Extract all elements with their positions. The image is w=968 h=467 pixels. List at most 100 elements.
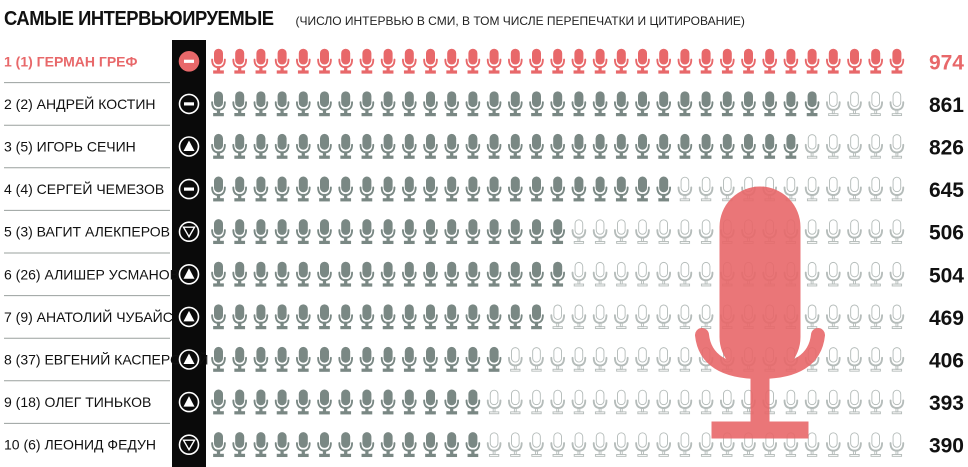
microphone-icon (338, 431, 354, 458)
value-label: 393 (929, 392, 964, 415)
microphone-icon (295, 431, 311, 458)
microphone-icon (550, 346, 566, 373)
microphone-icon (253, 91, 269, 117)
microphone-icon (317, 91, 332, 117)
microphone-icon (507, 389, 523, 415)
microphone-icon (804, 304, 820, 330)
microphone-icon (274, 176, 290, 202)
microphone-icon (635, 304, 650, 330)
microphone-icon (423, 346, 438, 373)
microphone-icon (380, 176, 396, 202)
microphone-icon (444, 346, 460, 373)
microphone-icon (529, 304, 544, 330)
microphone-icon (507, 218, 523, 245)
microphone-icon (635, 218, 650, 245)
microphone-icon (677, 133, 693, 160)
microphone-icon (550, 176, 566, 202)
microphone-icon (825, 304, 841, 330)
microphone-icon (253, 346, 269, 373)
microphone-icon (295, 91, 311, 117)
value-label: 861 (929, 94, 964, 117)
microphone-icon (592, 133, 608, 160)
microphone-icon (507, 91, 523, 117)
microphone-icon (232, 346, 248, 373)
microphone-icon (613, 176, 629, 202)
microphone-icon (359, 48, 375, 74)
microphone-icon (359, 304, 375, 330)
microphone-icon (232, 431, 248, 458)
microphone-icon (274, 133, 290, 160)
microphone-icon (762, 91, 778, 117)
microphone-icon (423, 218, 438, 245)
microphone-icon (529, 48, 544, 74)
trend-same-icon (178, 178, 200, 200)
microphone-icon (592, 389, 608, 415)
microphone-icon (338, 48, 354, 74)
microphone-icon (804, 261, 820, 287)
microphone-icon (571, 261, 587, 287)
microphone-icon (444, 91, 460, 117)
microphone-icon (465, 218, 481, 245)
microphone-icon (677, 304, 693, 330)
microphone-icon (338, 304, 354, 330)
microphone-icon (444, 389, 460, 415)
microphone-icon (847, 261, 862, 287)
microphone-icon (274, 48, 290, 74)
microphone-icon (783, 389, 799, 415)
row-label: 7 (9) АНАТОЛИЙ ЧУБАЙС (4, 308, 173, 325)
microphone-icon (359, 218, 375, 245)
microphone-icon (211, 91, 226, 117)
microphone-icon (762, 133, 778, 160)
microphone-icon (825, 176, 841, 202)
microphone-icon (571, 304, 587, 330)
microphone-icon (380, 48, 396, 74)
microphone-icon (804, 91, 820, 117)
microphone-icon (486, 176, 502, 202)
microphone-icon (762, 48, 778, 74)
table-row: 1 (1) ГЕРМАН ГРЕФ 974 (4, 48, 964, 84)
microphone-icon (253, 261, 269, 287)
microphone-icon (465, 389, 481, 415)
microphone-icon (783, 48, 799, 74)
microphone-icon (825, 431, 841, 458)
microphone-icon (465, 261, 481, 287)
microphone-icon (211, 218, 226, 245)
microphone-icon (868, 431, 884, 458)
microphone-icon (825, 91, 841, 117)
microphone-icon (401, 91, 417, 117)
microphone-icon (444, 218, 460, 245)
microphone-icon (825, 48, 841, 74)
microphone-icon (825, 133, 841, 160)
row-label: 5 (3) ВАГИТ АЛЕКПЕРОВ (4, 224, 170, 240)
microphone-icon (317, 304, 332, 330)
microphone-icon (295, 133, 311, 160)
microphone-icon (825, 261, 841, 287)
microphone-icon (423, 48, 438, 74)
microphone-icon (571, 389, 587, 415)
microphone-icon (868, 133, 884, 160)
microphone-icon (677, 91, 693, 117)
trend-up-icon (178, 391, 200, 413)
trend-same-icon (178, 93, 200, 115)
microphone-icon (211, 431, 226, 458)
microphone-icon (423, 91, 438, 117)
microphone-icon (465, 176, 481, 202)
microphone-icon (444, 304, 460, 330)
microphone-icon (868, 261, 884, 287)
table-row: 4 (4) СЕРГЕЙ ЧЕМЕЗОВ 645 (4, 176, 964, 211)
microphone-icon (423, 133, 438, 160)
microphone-icon (317, 133, 332, 160)
microphone-icon (529, 218, 544, 245)
microphone-icon (847, 48, 862, 74)
microphone-icon (635, 133, 650, 160)
microphone-icon (465, 304, 481, 330)
microphone-icon (317, 431, 332, 458)
chart-title: САМЫЕ ИНТЕРВЬЮИРУЕМЫЕ (4, 8, 274, 30)
microphone-icon (868, 91, 884, 117)
microphone-icon (317, 389, 332, 415)
microphone-icon (719, 91, 735, 117)
microphone-icon (804, 133, 820, 160)
microphone-icon (507, 304, 523, 330)
microphone-icon (868, 389, 884, 415)
microphone-icon (741, 91, 756, 117)
